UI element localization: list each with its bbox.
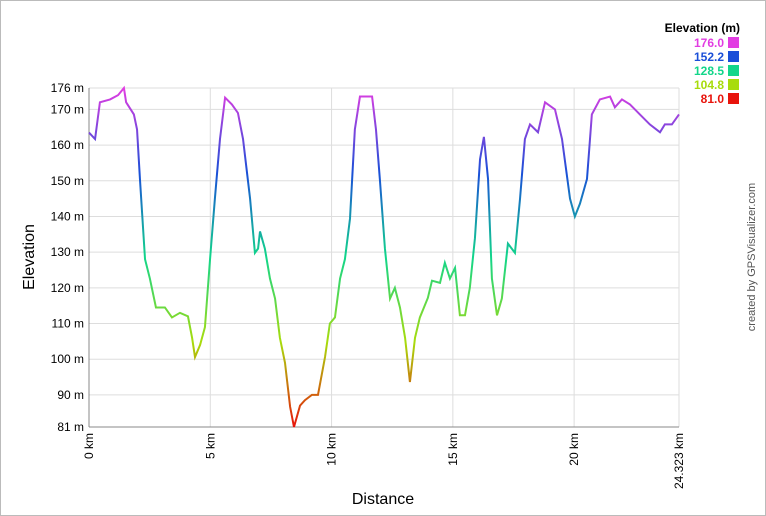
x-tick-label: 24.323 km <box>672 433 686 489</box>
y-axis-label: Elevation <box>21 224 38 290</box>
y-tick-label: 100 m <box>51 352 84 366</box>
y-tick-label: 150 m <box>51 174 84 188</box>
y-tick-label: 130 m <box>51 245 84 259</box>
x-tick-label: 5 km <box>203 433 217 459</box>
y-tick-label: 160 m <box>51 138 84 152</box>
x-tick-label: 20 km <box>567 433 581 466</box>
y-tick-label: 110 m <box>52 317 84 331</box>
legend-label: 81.0 <box>701 92 725 106</box>
x-tick-label: 10 km <box>325 433 339 466</box>
credit: created by GPSVisualizer.com <box>746 183 758 331</box>
elevation-line <box>88 85 680 428</box>
legend-swatch <box>728 79 739 90</box>
x-tick-label: 15 km <box>446 433 460 466</box>
y-tick-label: 81 m <box>57 420 84 434</box>
legend-label: 128.5 <box>694 64 724 78</box>
x-tick-label: 0 km <box>82 433 96 459</box>
legend-label: 104.8 <box>694 78 724 92</box>
y-tick-label: 120 m <box>51 281 84 295</box>
y-tick-label: 90 m <box>57 388 84 402</box>
x-axis-label: Distance <box>352 491 414 508</box>
legend-swatch <box>728 65 739 76</box>
legend-swatch <box>728 93 739 104</box>
legend-label: 176.0 <box>694 36 724 50</box>
legend-title: Elevation (m) <box>665 21 740 35</box>
y-tick-label: 140 m <box>51 209 84 223</box>
legend-label: 152.2 <box>694 50 724 64</box>
y-tick-label: 170 m <box>51 102 84 116</box>
legend-swatch <box>728 51 739 62</box>
y-tick-label: 176 m <box>51 81 84 95</box>
legend-swatch <box>728 37 739 48</box>
